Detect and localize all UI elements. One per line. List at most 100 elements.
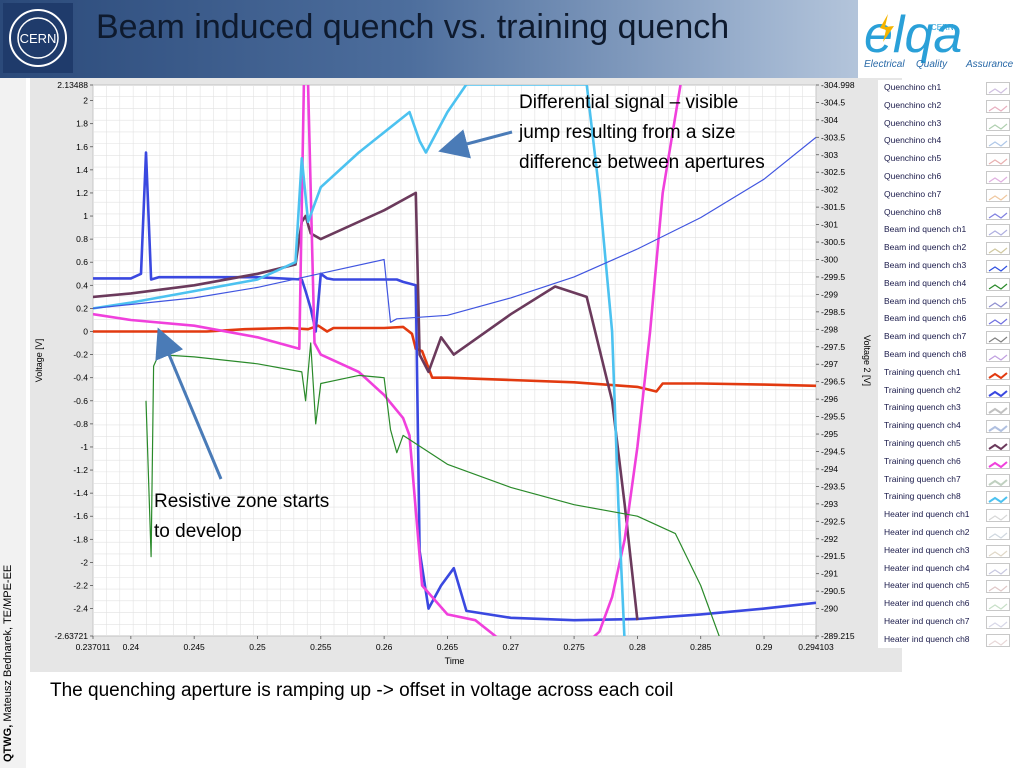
legend-swatch	[986, 313, 1010, 327]
legend-item[interactable]: Heater ind quench ch1	[878, 507, 1022, 525]
legend-item[interactable]: Quenchino ch5	[878, 151, 1022, 169]
y2-tick-label: -299	[821, 289, 838, 299]
legend-item[interactable]: Beam ind quench ch7	[878, 329, 1022, 347]
y-tick-label: 0.8	[76, 234, 88, 244]
legend-item[interactable]: Quenchino ch7	[878, 187, 1022, 205]
y2-tick-label: -295.5	[821, 412, 845, 422]
x-tick-label: 0.237011	[76, 642, 111, 652]
y2-tick-label: -303	[821, 150, 838, 160]
legend-swatch	[986, 633, 1010, 647]
legend-item[interactable]: Heater ind quench ch4	[878, 561, 1022, 579]
legend-item[interactable]: Training quench ch7	[878, 472, 1022, 490]
y-tick-label: 0.6	[76, 257, 88, 267]
callout-resistive-zone: Resistive zone starts to develop	[154, 487, 329, 547]
y2-tick-label: -294	[821, 464, 838, 474]
elqa-logo: elqa CERN Electrical Quality Assurance	[858, 0, 1024, 78]
legend-swatch	[986, 206, 1010, 220]
footer-note: The quenching aperture is ramping up -> …	[50, 680, 674, 701]
y2-tick-label: -300	[821, 254, 838, 264]
cern-logo-text: CERN	[20, 31, 57, 46]
y2-tick-label: -289.215	[821, 631, 855, 641]
lightning-icon	[880, 14, 894, 42]
legend-label: Quenchino ch3	[884, 117, 942, 128]
y2-tick-label: -294.5	[821, 446, 845, 456]
legend-item[interactable]: Training quench ch2	[878, 383, 1022, 401]
legend-label: Training quench ch6	[884, 455, 961, 466]
x-tick-label: 0.24	[123, 642, 140, 652]
x-tick-label: 0.28	[629, 642, 646, 652]
legend-item[interactable]: Heater ind quench ch7	[878, 614, 1022, 632]
legend-swatch	[986, 491, 1010, 505]
legend-item[interactable]: Quenchino ch1	[878, 80, 1022, 98]
series-line	[93, 151, 816, 622]
legend-item[interactable]: Beam ind quench ch5	[878, 294, 1022, 312]
legend-item[interactable]: Training quench ch5	[878, 436, 1022, 454]
legend-item[interactable]: Training quench ch4	[878, 418, 1022, 436]
elqa-sub-right: Assurance	[965, 59, 1014, 70]
y2-tick-label: -296.5	[821, 377, 845, 387]
x-tick-label: 0.285	[690, 642, 712, 652]
legend-item[interactable]: Quenchino ch3	[878, 116, 1022, 134]
x-tick-label: 0.27	[502, 642, 519, 652]
legend-swatch	[986, 544, 1010, 558]
legend-item[interactable]: Beam ind quench ch6	[878, 311, 1022, 329]
legend-swatch	[986, 598, 1010, 612]
legend-item[interactable]: Heater ind quench ch8	[878, 632, 1022, 650]
y-axis-label: Voltage [V]	[34, 339, 44, 383]
arrow-bottom	[155, 327, 223, 480]
y-tick-label: 0.2	[76, 303, 88, 313]
y-tick-label: -1.2	[73, 465, 88, 475]
y-tick-label: -1	[80, 442, 88, 452]
legend-label: Quenchino ch2	[884, 99, 942, 110]
legend-item[interactable]: Quenchino ch4	[878, 133, 1022, 151]
x-axis-label: Time	[445, 656, 465, 666]
slide-title: Beam induced quench vs. training quench	[96, 8, 730, 46]
y-tick-label: 2	[83, 96, 88, 106]
legend-item[interactable]: Training quench ch1	[878, 365, 1022, 383]
y2-tick-label: -292.5	[821, 516, 845, 526]
legend-swatch	[986, 277, 1010, 291]
legend-item[interactable]: Heater ind quench ch6	[878, 596, 1022, 614]
legend-item[interactable]: Beam ind quench ch8	[878, 347, 1022, 365]
legend-item[interactable]: Training quench ch8	[878, 489, 1022, 507]
x-tick-label: 0.29	[756, 642, 773, 652]
legend-label: Quenchino ch5	[884, 153, 942, 164]
y2-tick-label: -295	[821, 429, 838, 439]
legend-label: Beam ind quench ch2	[884, 242, 967, 253]
legend-item[interactable]: Beam ind quench ch2	[878, 240, 1022, 258]
y2-tick-label: -293	[821, 499, 838, 509]
legend-item[interactable]: Heater ind quench ch5	[878, 578, 1022, 596]
y2-tick-label: -304	[821, 115, 838, 125]
legend-item[interactable]: Beam ind quench ch4	[878, 276, 1022, 294]
legend-item[interactable]: Beam ind quench ch1	[878, 222, 1022, 240]
legend-item[interactable]: Beam ind quench ch3	[878, 258, 1022, 276]
legend-label: Heater ind quench ch6	[884, 598, 970, 609]
y2-tick-label: -301.5	[821, 202, 845, 212]
legend-item[interactable]: Quenchino ch2	[878, 98, 1022, 116]
legend-swatch	[986, 527, 1010, 540]
legend-item[interactable]: Heater ind quench ch3	[878, 543, 1022, 561]
y-tick-label: 1.8	[76, 119, 88, 129]
legend-swatch	[986, 366, 1010, 380]
legend-swatch	[986, 171, 1010, 184]
y2-tick-label: -304.998	[821, 80, 855, 90]
legend-item[interactable]: Training quench ch6	[878, 454, 1022, 472]
callout-line: Resistive zone starts	[154, 491, 330, 512]
legend-label: Quenchino ch7	[884, 188, 942, 199]
series-line	[93, 324, 816, 393]
y-tick-label: -1.8	[73, 534, 88, 544]
legend-item[interactable]: Training quench ch3	[878, 400, 1022, 418]
legend-item[interactable]: Quenchino ch8	[878, 205, 1022, 223]
y-tick-label: 1.6	[76, 142, 88, 152]
y2-tick-label: -298	[821, 324, 838, 334]
legend-item[interactable]: Quenchino ch6	[878, 169, 1022, 187]
elqa-logo-text: elqa	[864, 6, 962, 64]
y-tick-label: 0	[83, 326, 88, 336]
callout-line: Differential signal – visible	[519, 92, 739, 113]
legend-swatch	[986, 616, 1010, 629]
y-tick-label: 1.2	[76, 188, 88, 198]
legend-item[interactable]: Heater ind quench ch2	[878, 525, 1022, 543]
legend-swatch	[986, 349, 1010, 362]
chart-legend: Quenchino ch1 Quenchino ch2 Quenchino ch3 Q…	[878, 80, 1022, 648]
legend-swatch	[986, 295, 1010, 309]
